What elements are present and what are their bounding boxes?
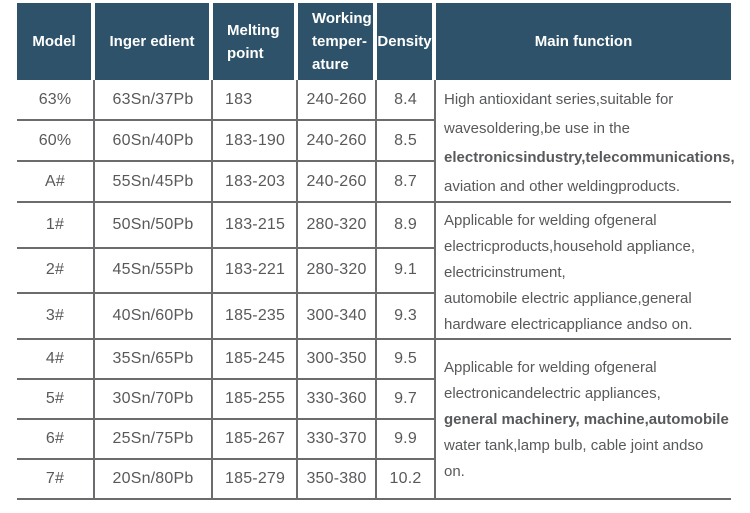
cell-ingredient: 60Sn/40Pb: [95, 121, 213, 162]
cell-working: 240-260: [298, 162, 377, 203]
column-header-ingredient: Inger edient: [95, 3, 213, 80]
cell-ingredient: 55Sn/45Pb: [95, 162, 213, 203]
main-function-line: electronicandelectric appliances,: [444, 385, 661, 402]
cell-ingredient: 63Sn/37Pb: [95, 80, 213, 121]
table-row: 1# 50Sn/50Pb 183-215 280-320 8.9 Applicable f…: [17, 203, 731, 340]
cell-model: 6#: [17, 420, 95, 460]
cell-model: 7#: [17, 460, 95, 500]
main-function-line: wavesoldering,be use in the: [444, 120, 630, 137]
cell-melting: 185-235: [213, 294, 298, 340]
main-function-line: electricinstrument,: [444, 264, 566, 281]
main-function-line: electricproducts,household appliance,: [444, 238, 695, 255]
main-function-line: hardware electricappliance andso on.: [444, 316, 693, 333]
solder-spec-table-wrapper: Model Inger edient Melting point Working…: [17, 3, 735, 500]
cell-density: 8.5: [377, 121, 436, 162]
main-function-line: Applicable for welding ofgeneral: [444, 212, 657, 229]
cell-working: 350-380: [298, 460, 377, 500]
cell-melting: 183-203: [213, 162, 298, 203]
cell-working: 300-340: [298, 294, 377, 340]
table-row: 60% 60Sn/40Pb 183-190 240-260 8.5: [17, 121, 731, 162]
cell-working: 240-260: [298, 80, 377, 121]
cell-ingredient: 50Sn/50Pb: [95, 203, 213, 249]
cell-density: 9.3: [377, 294, 436, 340]
cell-ingredient: 35Sn/65Pb: [95, 340, 213, 380]
table-row: 2# 45Sn/55Pb 183-221 280-320 9.1: [17, 248, 731, 295]
cell-density: 8.7: [377, 162, 436, 203]
cell-density: 10.2: [377, 460, 436, 500]
cell-working: 280-320: [298, 248, 377, 295]
table-row: 63% 63Sn/37Pb 183 240-260 8.4 High antioxidan…: [17, 80, 735, 203]
cell-density: 8.4: [377, 80, 436, 121]
cell-model: 4#: [17, 340, 95, 380]
cell-main-function: Applicable for welding ofgeneral electric…: [436, 203, 731, 340]
cell-melting: 185-255: [213, 380, 298, 420]
main-function-line: aviation and other weldingproducts.: [444, 178, 680, 195]
cell-working: 280-320: [298, 203, 377, 249]
cell-model: 2#: [17, 248, 95, 295]
cell-melting: 183-221: [213, 248, 298, 295]
column-header-model: Model: [17, 3, 95, 80]
solder-spec-table: Model Inger edient Melting point Working…: [17, 3, 735, 500]
cell-ingredient: 30Sn/70Pb: [95, 380, 213, 420]
table-row: 6# 25Sn/75Pb 185-267 330-370 9.9: [17, 420, 731, 460]
table-row: 5# 30Sn/70Pb 185-255 330-360 9.7: [17, 380, 731, 420]
cell-melting: 183-190: [213, 121, 298, 162]
cell-density: 9.1: [377, 248, 436, 295]
main-function-line: High antioxidant series,suitable for: [444, 91, 674, 108]
table-row: A# 55Sn/45Pb 183-203 240-260 8.7: [17, 162, 731, 203]
cell-model: 1#: [17, 203, 95, 249]
column-header-main-function: Main function: [436, 3, 731, 80]
main-function-line: automobile electric appliance,general: [444, 290, 692, 307]
main-function-line: Applicable for welding ofgeneral: [444, 359, 657, 376]
cell-main-function: High antioxidant series,suitable for wave…: [436, 80, 735, 203]
main-function-line: water tank,lamp bulb, cable joint andso: [444, 437, 704, 454]
cell-model: 63%: [17, 80, 95, 121]
cell-ingredient: 45Sn/55Pb: [95, 248, 213, 295]
cell-working: 330-360: [298, 380, 377, 420]
cell-density: 8.9: [377, 203, 436, 249]
cell-density: 9.7: [377, 380, 436, 420]
table-header-row: Model Inger edient Melting point Working…: [17, 3, 731, 80]
main-function-line: electronicsindustry,telecommunications,: [444, 149, 735, 166]
table-row: 7# 20Sn/80Pb 185-279 350-380 10.2: [17, 460, 731, 500]
main-function-line: general machinery, machine,automobile: [444, 411, 729, 428]
cell-density: 9.9: [377, 420, 436, 460]
cell-model: 60%: [17, 121, 95, 162]
column-header-working-temperature: Working temper- ature: [298, 3, 377, 80]
cell-ingredient: 25Sn/75Pb: [95, 420, 213, 460]
table-row: 3# 40Sn/60Pb 185-235 300-340 9.3: [17, 294, 731, 340]
table-row: 4# 35Sn/65Pb 185-245 300-350 9.5 Applicable f…: [17, 340, 731, 500]
cell-working: 300-350: [298, 340, 377, 380]
table-body: 63% 63Sn/37Pb 183 240-260 8.4 High antioxidan…: [17, 80, 735, 500]
cell-melting: 185-267: [213, 420, 298, 460]
cell-density: 9.5: [377, 340, 436, 380]
column-header-density: Density: [377, 3, 436, 80]
cell-model: 3#: [17, 294, 95, 340]
cell-ingredient: 20Sn/80Pb: [95, 460, 213, 500]
cell-melting: 185-245: [213, 340, 298, 380]
cell-main-function: Applicable for welding ofgeneral electron…: [436, 340, 731, 500]
cell-melting: 183: [213, 80, 298, 121]
cell-model: 5#: [17, 380, 95, 420]
column-header-melting-point: Melting point: [213, 3, 298, 80]
main-function-line: on.: [444, 463, 465, 480]
cell-melting: 185-279: [213, 460, 298, 500]
cell-ingredient: 40Sn/60Pb: [95, 294, 213, 340]
cell-melting: 183-215: [213, 203, 298, 249]
cell-working: 330-370: [298, 420, 377, 460]
cell-model: A#: [17, 162, 95, 203]
cell-working: 240-260: [298, 121, 377, 162]
